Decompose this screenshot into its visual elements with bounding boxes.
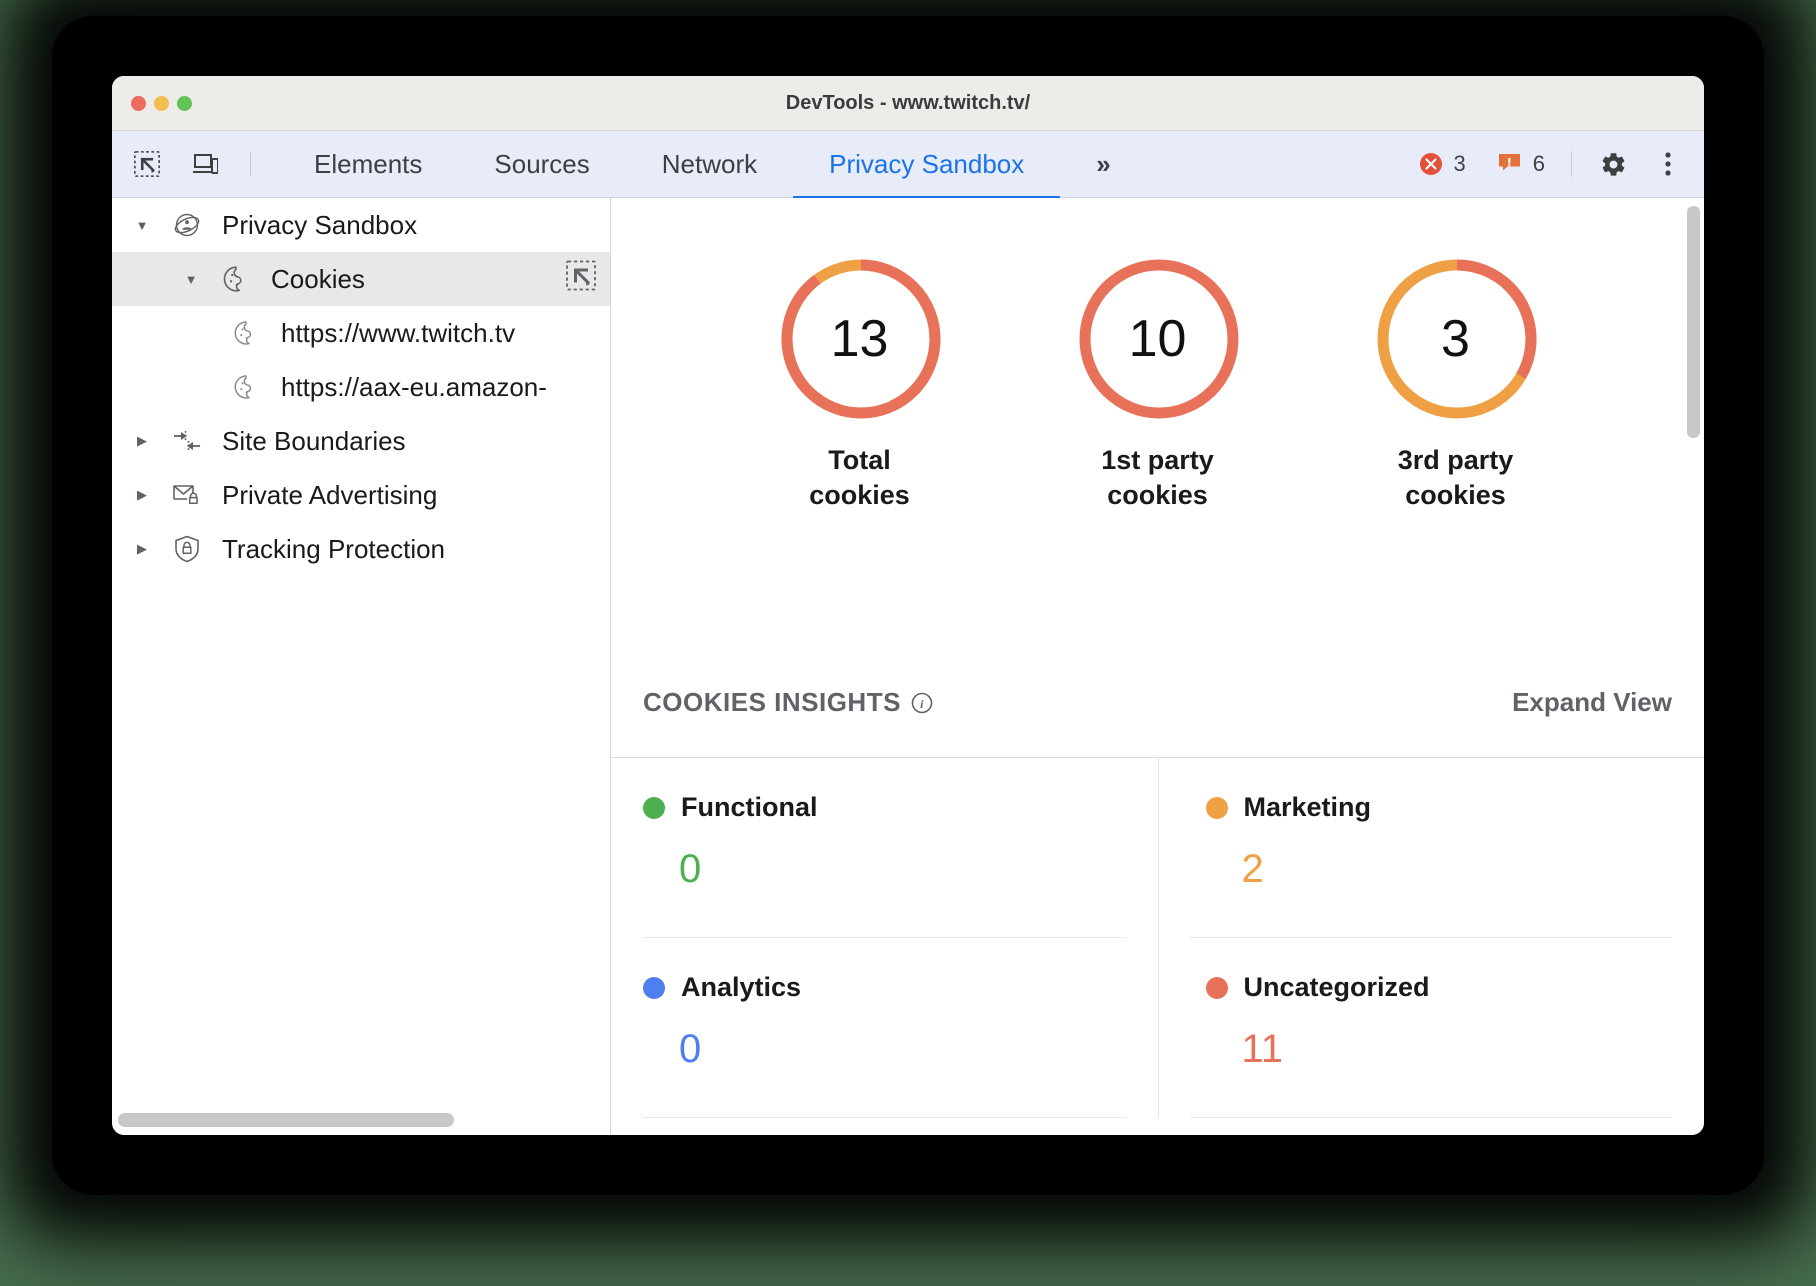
svg-text:i: i (920, 697, 924, 711)
